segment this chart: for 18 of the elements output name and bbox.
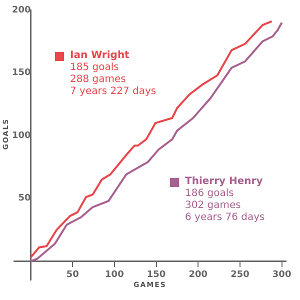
annotation: 302 games [184, 200, 242, 212]
legend-label: Ian Wright [70, 50, 130, 62]
y-tick-label: 100 [12, 130, 31, 141]
x-tick-label: 100 [105, 270, 124, 280]
annotation: 186 goals [184, 188, 235, 200]
x-tick-label: 300 [272, 270, 292, 280]
x-tick-label: 150 [146, 270, 166, 280]
legend-label: Thierry Henry [185, 176, 263, 188]
x-tick-label: 250 [230, 270, 250, 280]
x-tick-label: 200 [188, 270, 208, 280]
annotation: 6 years 76 days [184, 212, 265, 224]
y-tick-label: 200 [12, 5, 31, 16]
x-tick-label: 50 [66, 270, 79, 280]
annotation: 185 goals [69, 62, 120, 74]
y-tick-label: 150 [12, 68, 31, 78]
annotation: 288 games [69, 74, 127, 86]
y-tick-label: 50 [18, 194, 31, 204]
annotation: 7 years 227 days [69, 86, 156, 98]
